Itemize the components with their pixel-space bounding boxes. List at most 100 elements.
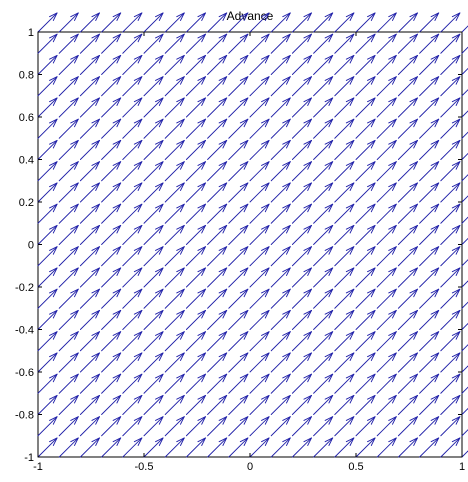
arrow-shaft <box>419 331 440 352</box>
arrow-shaft <box>207 416 228 437</box>
arrow-head <box>451 33 461 43</box>
arrow-shaft <box>461 131 468 139</box>
vector-arrow <box>291 416 312 437</box>
arrow-head <box>91 416 100 425</box>
arrow-head <box>155 33 164 43</box>
vector-arrow <box>313 394 334 415</box>
arrow-head <box>133 394 143 404</box>
vector-arrow <box>143 139 164 160</box>
vector-arrow <box>291 33 312 54</box>
arrow-head <box>367 203 376 213</box>
arrow-head <box>345 288 355 298</box>
vector-arrow <box>419 246 440 267</box>
arrow-head <box>282 309 291 319</box>
vector-arrow <box>376 373 397 394</box>
arrow-head <box>430 288 440 298</box>
arrow-shaft <box>101 267 122 288</box>
arrow-shaft <box>79 437 100 458</box>
vector-arrow <box>101 97 122 118</box>
arrow-head <box>239 33 249 43</box>
arrow-shaft <box>461 386 468 394</box>
vector-arrow <box>419 182 440 203</box>
vector-arrow <box>207 54 228 75</box>
vector-arrow <box>440 97 461 118</box>
vector-arrow <box>397 139 418 160</box>
arrow-shaft <box>122 352 143 373</box>
arrow-shaft <box>228 97 249 118</box>
arrow-shaft <box>122 139 143 160</box>
arrow-head <box>176 352 185 361</box>
arrow-head <box>176 246 185 255</box>
arrow-head <box>261 118 270 128</box>
arrow-head <box>155 416 164 425</box>
vector-arrow <box>440 161 461 182</box>
arrow-shaft <box>355 331 376 352</box>
arrow-shaft <box>334 309 355 330</box>
arrow-shaft <box>164 97 185 118</box>
arrow-shaft <box>397 139 418 160</box>
vector-arrow <box>143 437 164 458</box>
arrow-shaft <box>419 288 440 309</box>
arrow-head <box>112 394 122 404</box>
arrow-shaft <box>334 352 355 373</box>
arrow-head <box>324 139 334 149</box>
arrow-shaft <box>313 224 334 245</box>
arrow-shaft <box>313 182 334 203</box>
arrow-head <box>282 416 291 425</box>
vector-arrow <box>461 365 468 373</box>
arrow-head <box>409 288 418 298</box>
arrow-shaft <box>461 280 468 288</box>
arrow-head <box>112 203 122 213</box>
vector-arrow <box>270 118 291 139</box>
arrow-shaft <box>228 394 249 415</box>
arrow-shaft <box>79 12 100 33</box>
arrow-head <box>112 33 122 43</box>
y-tick-label: -0.2 <box>15 282 34 294</box>
y-tick-label: 1 <box>28 27 34 39</box>
arrow-head <box>345 352 355 361</box>
arrow-shaft <box>313 203 334 224</box>
vector-arrow <box>122 373 143 394</box>
vector-arrow <box>334 394 355 415</box>
arrow-head <box>176 437 185 446</box>
arrow-head <box>133 352 143 361</box>
arrow-shaft <box>397 182 418 203</box>
arrow-head <box>409 352 418 361</box>
arrow-head <box>261 161 270 170</box>
arrow-head <box>176 118 185 128</box>
arrow-shaft <box>397 33 418 54</box>
arrow-head <box>388 97 397 106</box>
arrow-shaft <box>79 54 100 75</box>
arrow-shaft <box>164 76 185 97</box>
arrow-shaft <box>37 288 58 309</box>
vector-arrow <box>376 437 397 458</box>
vector-arrow <box>291 139 312 160</box>
vector-arrow <box>228 309 249 330</box>
vector-arrow <box>440 203 461 224</box>
vector-arrow <box>79 54 100 75</box>
arrow-head <box>70 203 79 213</box>
arrow-shaft <box>397 267 418 288</box>
vector-arrow <box>122 54 143 75</box>
vector-arrow <box>355 97 376 118</box>
vector-arrow <box>185 288 206 309</box>
arrow-shaft <box>440 394 461 415</box>
vector-arrow <box>397 416 418 437</box>
arrow-shaft <box>249 97 270 118</box>
arrow-head <box>324 33 334 43</box>
arrow-head <box>239 437 249 446</box>
vector-arrow <box>164 182 185 203</box>
arrow-shaft <box>37 76 58 97</box>
vector-arrow <box>291 76 312 97</box>
arrow-shaft <box>355 54 376 75</box>
arrow-shaft <box>249 437 270 458</box>
vector-arrow <box>58 161 79 182</box>
vector-arrow <box>143 76 164 97</box>
arrow-head <box>197 437 206 446</box>
arrow-shaft <box>440 203 461 224</box>
arrow-shaft <box>122 97 143 118</box>
arrow-head <box>282 373 291 383</box>
vector-arrow <box>313 12 334 33</box>
arrow-shaft <box>101 394 122 415</box>
arrow-shaft <box>291 246 312 267</box>
